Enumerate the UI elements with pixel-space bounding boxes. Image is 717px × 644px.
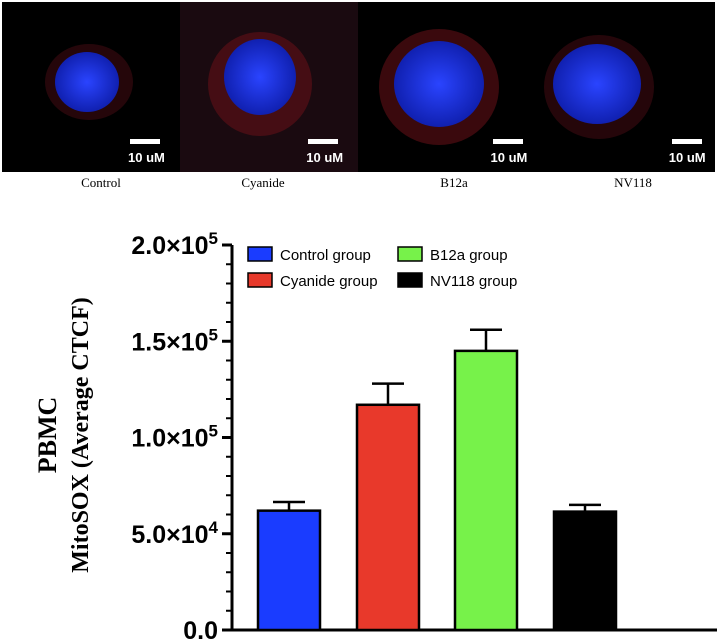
scale-label: 10 uM bbox=[490, 150, 528, 165]
panel-caption: NV118 bbox=[614, 175, 652, 190]
scale-label: 10 uM bbox=[128, 150, 165, 165]
legend-label: Control group bbox=[280, 247, 371, 264]
cell-image-cyanide bbox=[180, 2, 359, 172]
y-axis: 0.0 5.0×104 1.0×105 1.5×105 2.0×105 bbox=[131, 229, 717, 644]
legend-label: NV118 group bbox=[430, 273, 517, 290]
panel-captions: Control Cyanide B12a NV118 bbox=[0, 175, 717, 195]
y-tick-label: 1.0×105 bbox=[131, 422, 218, 453]
cell-image-nv118 bbox=[543, 35, 654, 139]
legend-swatch bbox=[397, 272, 423, 288]
y-axis-title-line2: MitoSOX (Average CTCF) bbox=[68, 297, 94, 572]
micrograph-control: 10 uM bbox=[2, 2, 180, 172]
legend-label: Cyanide group bbox=[280, 273, 378, 290]
scale-bar bbox=[492, 139, 523, 144]
bar bbox=[256, 509, 322, 632]
y-tick-label: 1.5×105 bbox=[131, 325, 218, 356]
bar bbox=[355, 403, 421, 632]
bar-chart: PBMC MitoSOX (Average CTCF) 0.0 5.0×104 1.… bbox=[33, 229, 717, 644]
legend-swatch bbox=[247, 246, 273, 262]
micrograph-nv118: 10 uM bbox=[537, 2, 715, 172]
legend-swatch bbox=[397, 246, 423, 262]
scale-label: 10 uM bbox=[668, 150, 706, 165]
legend-label: B12a group bbox=[430, 247, 508, 264]
scale-label: 10 uM bbox=[306, 150, 344, 165]
scale-bar bbox=[130, 139, 160, 144]
bar bbox=[453, 349, 519, 632]
panel-caption: Control bbox=[81, 175, 121, 190]
micrograph-b12a: 10 uM bbox=[359, 2, 537, 172]
scale-bar bbox=[308, 139, 339, 144]
panel-caption: Cyanide bbox=[241, 175, 285, 190]
scale-bar bbox=[671, 139, 702, 144]
y-tick-label: 5.0×104 bbox=[131, 518, 218, 549]
microscopy-panel-strip: 10 uM 10 uM 10 uM bbox=[2, 2, 715, 172]
panel-caption: B12a bbox=[440, 175, 468, 190]
bars bbox=[256, 328, 618, 632]
micrograph-cyanide: 10 uM bbox=[180, 2, 359, 172]
legend-swatch bbox=[247, 272, 273, 288]
y-tick-label: 2.0×105 bbox=[131, 229, 218, 260]
y-axis-title-line1: PBMC bbox=[33, 397, 62, 474]
cell-image-control bbox=[45, 44, 133, 120]
cell-image-b12a bbox=[378, 29, 499, 145]
legend: Control group Cyanide group B12a group NV11… bbox=[247, 246, 517, 290]
bar bbox=[552, 510, 618, 632]
y-tick-label: 0.0 bbox=[183, 617, 218, 644]
